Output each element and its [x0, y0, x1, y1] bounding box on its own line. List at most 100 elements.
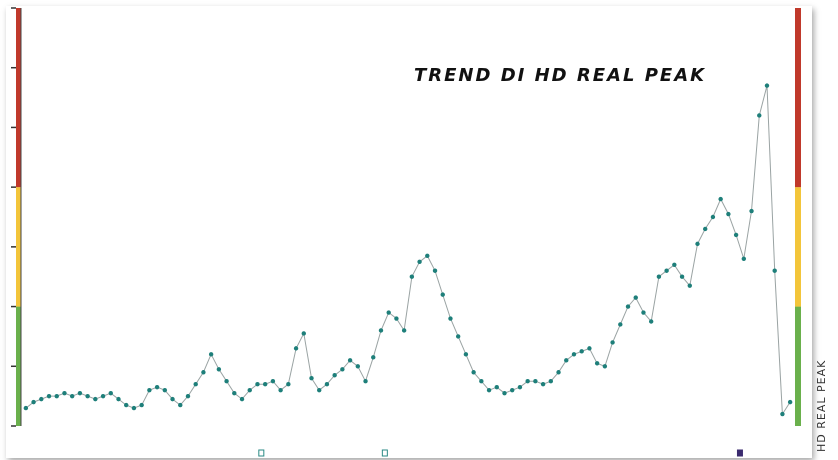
data-point — [695, 241, 700, 247]
data-point — [340, 367, 345, 372]
data-point — [448, 316, 453, 321]
data-point — [602, 364, 608, 369]
data-point — [162, 387, 168, 393]
chart-frame: TREND DI HD REAL PEAK — [6, 6, 812, 458]
data-point — [641, 310, 646, 315]
data-point — [710, 214, 716, 220]
series-line — [25, 85, 791, 416]
data-point — [648, 319, 654, 324]
data-point — [486, 387, 492, 393]
data-point — [69, 393, 75, 399]
data-point — [471, 370, 476, 375]
trend-chart — [11, 7, 801, 457]
data-point — [564, 358, 569, 363]
y-axis-label: HD REAL PEAK — [815, 359, 828, 452]
data-point — [262, 382, 268, 387]
data-point — [46, 393, 52, 399]
data-point — [54, 393, 59, 399]
data-point — [247, 387, 252, 393]
data-point — [733, 232, 739, 238]
data-point — [278, 387, 283, 393]
data-point — [170, 396, 175, 402]
data-point — [780, 411, 785, 417]
data-point — [533, 379, 538, 384]
data-point — [587, 346, 592, 351]
data-point — [193, 382, 198, 387]
data-point — [757, 113, 762, 118]
data-point — [394, 316, 399, 321]
data-point — [401, 328, 407, 333]
event-marker — [381, 449, 388, 457]
data-point — [548, 379, 554, 384]
data-point — [355, 364, 361, 369]
data-point — [301, 331, 306, 336]
data-point — [147, 387, 152, 393]
zone-bar-left-red — [16, 8, 21, 188]
data-point — [463, 352, 469, 357]
data-point — [85, 393, 90, 399]
event-marker — [736, 449, 743, 457]
data-point — [371, 355, 376, 360]
data-point — [347, 358, 353, 363]
data-point — [409, 274, 415, 279]
data-point — [579, 349, 584, 354]
data-point — [540, 382, 546, 387]
data-point — [208, 352, 214, 357]
data-point — [479, 379, 484, 384]
data-point — [687, 283, 692, 288]
data-point — [154, 384, 160, 390]
data-point — [432, 268, 438, 273]
data-point — [124, 402, 129, 408]
chart-title: TREND DI HD REAL PEAK — [414, 65, 707, 86]
data-point — [703, 226, 708, 232]
data-point — [772, 268, 777, 273]
data-point — [625, 304, 631, 309]
data-point — [718, 196, 723, 202]
data-point — [216, 367, 222, 372]
data-point — [23, 405, 29, 411]
data-point — [594, 361, 600, 366]
data-point — [39, 396, 44, 402]
data-point — [656, 274, 662, 279]
data-point — [332, 373, 337, 378]
data-point — [787, 399, 793, 405]
zone-bar-right-green — [795, 306, 801, 426]
data-point — [556, 370, 561, 375]
data-point — [525, 379, 530, 384]
data-point — [62, 390, 67, 396]
data-point — [139, 402, 144, 408]
data-point — [131, 405, 137, 411]
data-point — [664, 268, 669, 273]
zone-bar-right-red — [795, 8, 801, 188]
zone-bar-left-green — [16, 306, 21, 426]
data-point — [764, 83, 770, 88]
data-point — [255, 382, 260, 387]
data-point — [517, 384, 523, 390]
data-point — [440, 292, 445, 297]
data-point — [417, 259, 422, 264]
data-point — [425, 253, 430, 259]
data-point — [571, 352, 577, 357]
data-point — [270, 379, 276, 384]
zone-bar-right-yellow — [795, 187, 801, 307]
data-point — [201, 370, 206, 375]
data-point — [116, 396, 121, 402]
data-point — [309, 376, 314, 381]
data-point — [317, 387, 322, 393]
data-point — [363, 379, 368, 384]
data-point — [77, 390, 83, 396]
data-point — [378, 328, 384, 333]
data-point — [108, 390, 113, 396]
data-point — [185, 393, 191, 399]
data-point — [31, 399, 36, 405]
data-point — [232, 390, 237, 396]
data-point — [100, 393, 106, 399]
data-point — [178, 402, 183, 408]
data-point — [494, 384, 499, 390]
data-point — [672, 262, 677, 267]
zone-bar-left-yellow — [16, 187, 21, 307]
data-point — [726, 211, 731, 217]
data-point — [293, 346, 299, 351]
data-point — [239, 396, 245, 402]
data-point — [618, 322, 623, 327]
